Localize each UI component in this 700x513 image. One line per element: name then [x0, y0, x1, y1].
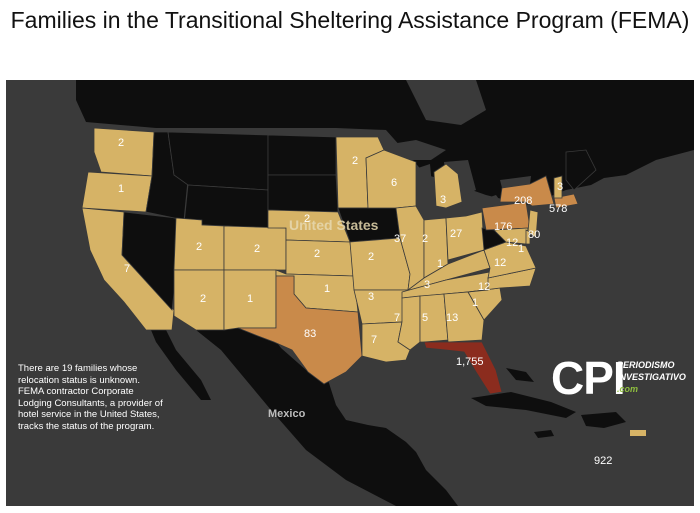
state-label-MO: 2 [368, 251, 374, 263]
state-FL[interactable] [423, 341, 503, 395]
state-label-OH: 27 [450, 228, 462, 240]
map-container[interactable]: United States Mexico 2 1 7 2 2 2 1 2 2 1… [6, 80, 694, 506]
state-AL[interactable] [419, 293, 449, 343]
state-MI[interactable] [433, 163, 463, 209]
state-label-IL: 37 [394, 233, 406, 245]
logo-mark: CPI [551, 352, 626, 404]
state-label-OR: 1 [118, 183, 124, 195]
state-NJ[interactable] [527, 209, 539, 239]
jamaica [534, 430, 554, 438]
canada-landmass [76, 80, 694, 205]
state-ME[interactable] [565, 149, 597, 191]
country-label-us: United States [289, 217, 379, 233]
bahamas [506, 368, 534, 382]
state-label-MD: 12 [506, 237, 518, 249]
state-label-MI: 3 [440, 194, 446, 206]
state-OR[interactable] [81, 171, 153, 213]
state-label-TN: 3 [424, 279, 430, 291]
state-label-NE: 2 [304, 213, 310, 225]
state-NY[interactable] [499, 175, 555, 207]
state-label-WA: 2 [118, 137, 124, 149]
lake-erie [458, 195, 501, 216]
state-MO[interactable] [349, 237, 411, 291]
state-label-MS: 7 [394, 312, 400, 324]
logo-line-1: PERIODISMO [617, 360, 675, 370]
relocation-note: There are 19 families whose relocation s… [18, 363, 163, 432]
state-label-AL: 5 [422, 312, 428, 324]
water-patch [406, 80, 486, 125]
logo-line-3: .com [617, 384, 639, 394]
state-label-NJ: 80 [528, 229, 540, 241]
state-label-CO: 2 [254, 243, 260, 255]
state-ND[interactable] [267, 134, 337, 176]
cpi-logo[interactable]: CPI PERIODISMO INVESTIGATIVO .com [551, 353, 691, 413]
state-label-DE: 1 [518, 243, 524, 255]
state-label-AR: 3 [368, 291, 374, 303]
state-label-PR: 922 [594, 455, 612, 467]
us-map[interactable]: United States Mexico 2 1 7 2 2 2 1 2 2 1… [6, 80, 694, 506]
state-NV[interactable] [121, 211, 177, 311]
state-label-GA: 13 [446, 312, 458, 324]
state-label-IN: 2 [422, 233, 428, 245]
state-AZ[interactable] [173, 269, 225, 331]
state-label-VT: 3 [557, 181, 563, 193]
mexico-landmass [176, 316, 458, 506]
hispaniola [581, 412, 626, 428]
state-DE[interactable] [525, 229, 531, 245]
baja-peninsula [146, 318, 211, 400]
state-label-MA: 578 [549, 203, 567, 215]
state-GA[interactable] [443, 291, 485, 343]
country-label-mexico: Mexico [268, 408, 306, 420]
state-label-NC: 12 [478, 281, 490, 293]
state-label-PA: 176 [494, 221, 512, 233]
puerto-rico [630, 430, 646, 436]
state-label-CA: 7 [124, 263, 130, 275]
state-label-TX: 83 [304, 328, 316, 340]
state-label-FL: 1,755 [456, 356, 484, 368]
state-label-UT: 2 [196, 241, 202, 253]
state-label-WI: 6 [391, 177, 397, 189]
logo-text: PERIODISMO INVESTIGATIVO .com [617, 359, 686, 395]
state-TX[interactable] [237, 275, 363, 385]
state-label-KS: 2 [314, 248, 320, 260]
state-VT[interactable] [553, 175, 563, 199]
state-label-NM: 1 [247, 293, 253, 305]
state-label-LA: 7 [371, 334, 377, 346]
state-MT[interactable] [167, 131, 269, 191]
state-label-MN: 2 [352, 155, 358, 167]
lake-michigan [416, 164, 434, 220]
state-label-VA: 12 [494, 257, 506, 269]
state-label-SC: 1 [472, 297, 478, 309]
map-title: Families in the Transitional Sheltering … [10, 7, 690, 33]
state-label-NY: 208 [514, 195, 532, 207]
lake-ontario [500, 176, 531, 188]
cuba [471, 392, 576, 418]
state-label-OK: 1 [324, 283, 330, 295]
state-SD[interactable] [267, 174, 339, 213]
state-label-KY: 1 [437, 258, 443, 270]
state-WA[interactable] [93, 127, 155, 177]
logo-line-2: INVESTIGATIVO [617, 372, 686, 382]
state-label-AZ: 2 [200, 293, 206, 305]
